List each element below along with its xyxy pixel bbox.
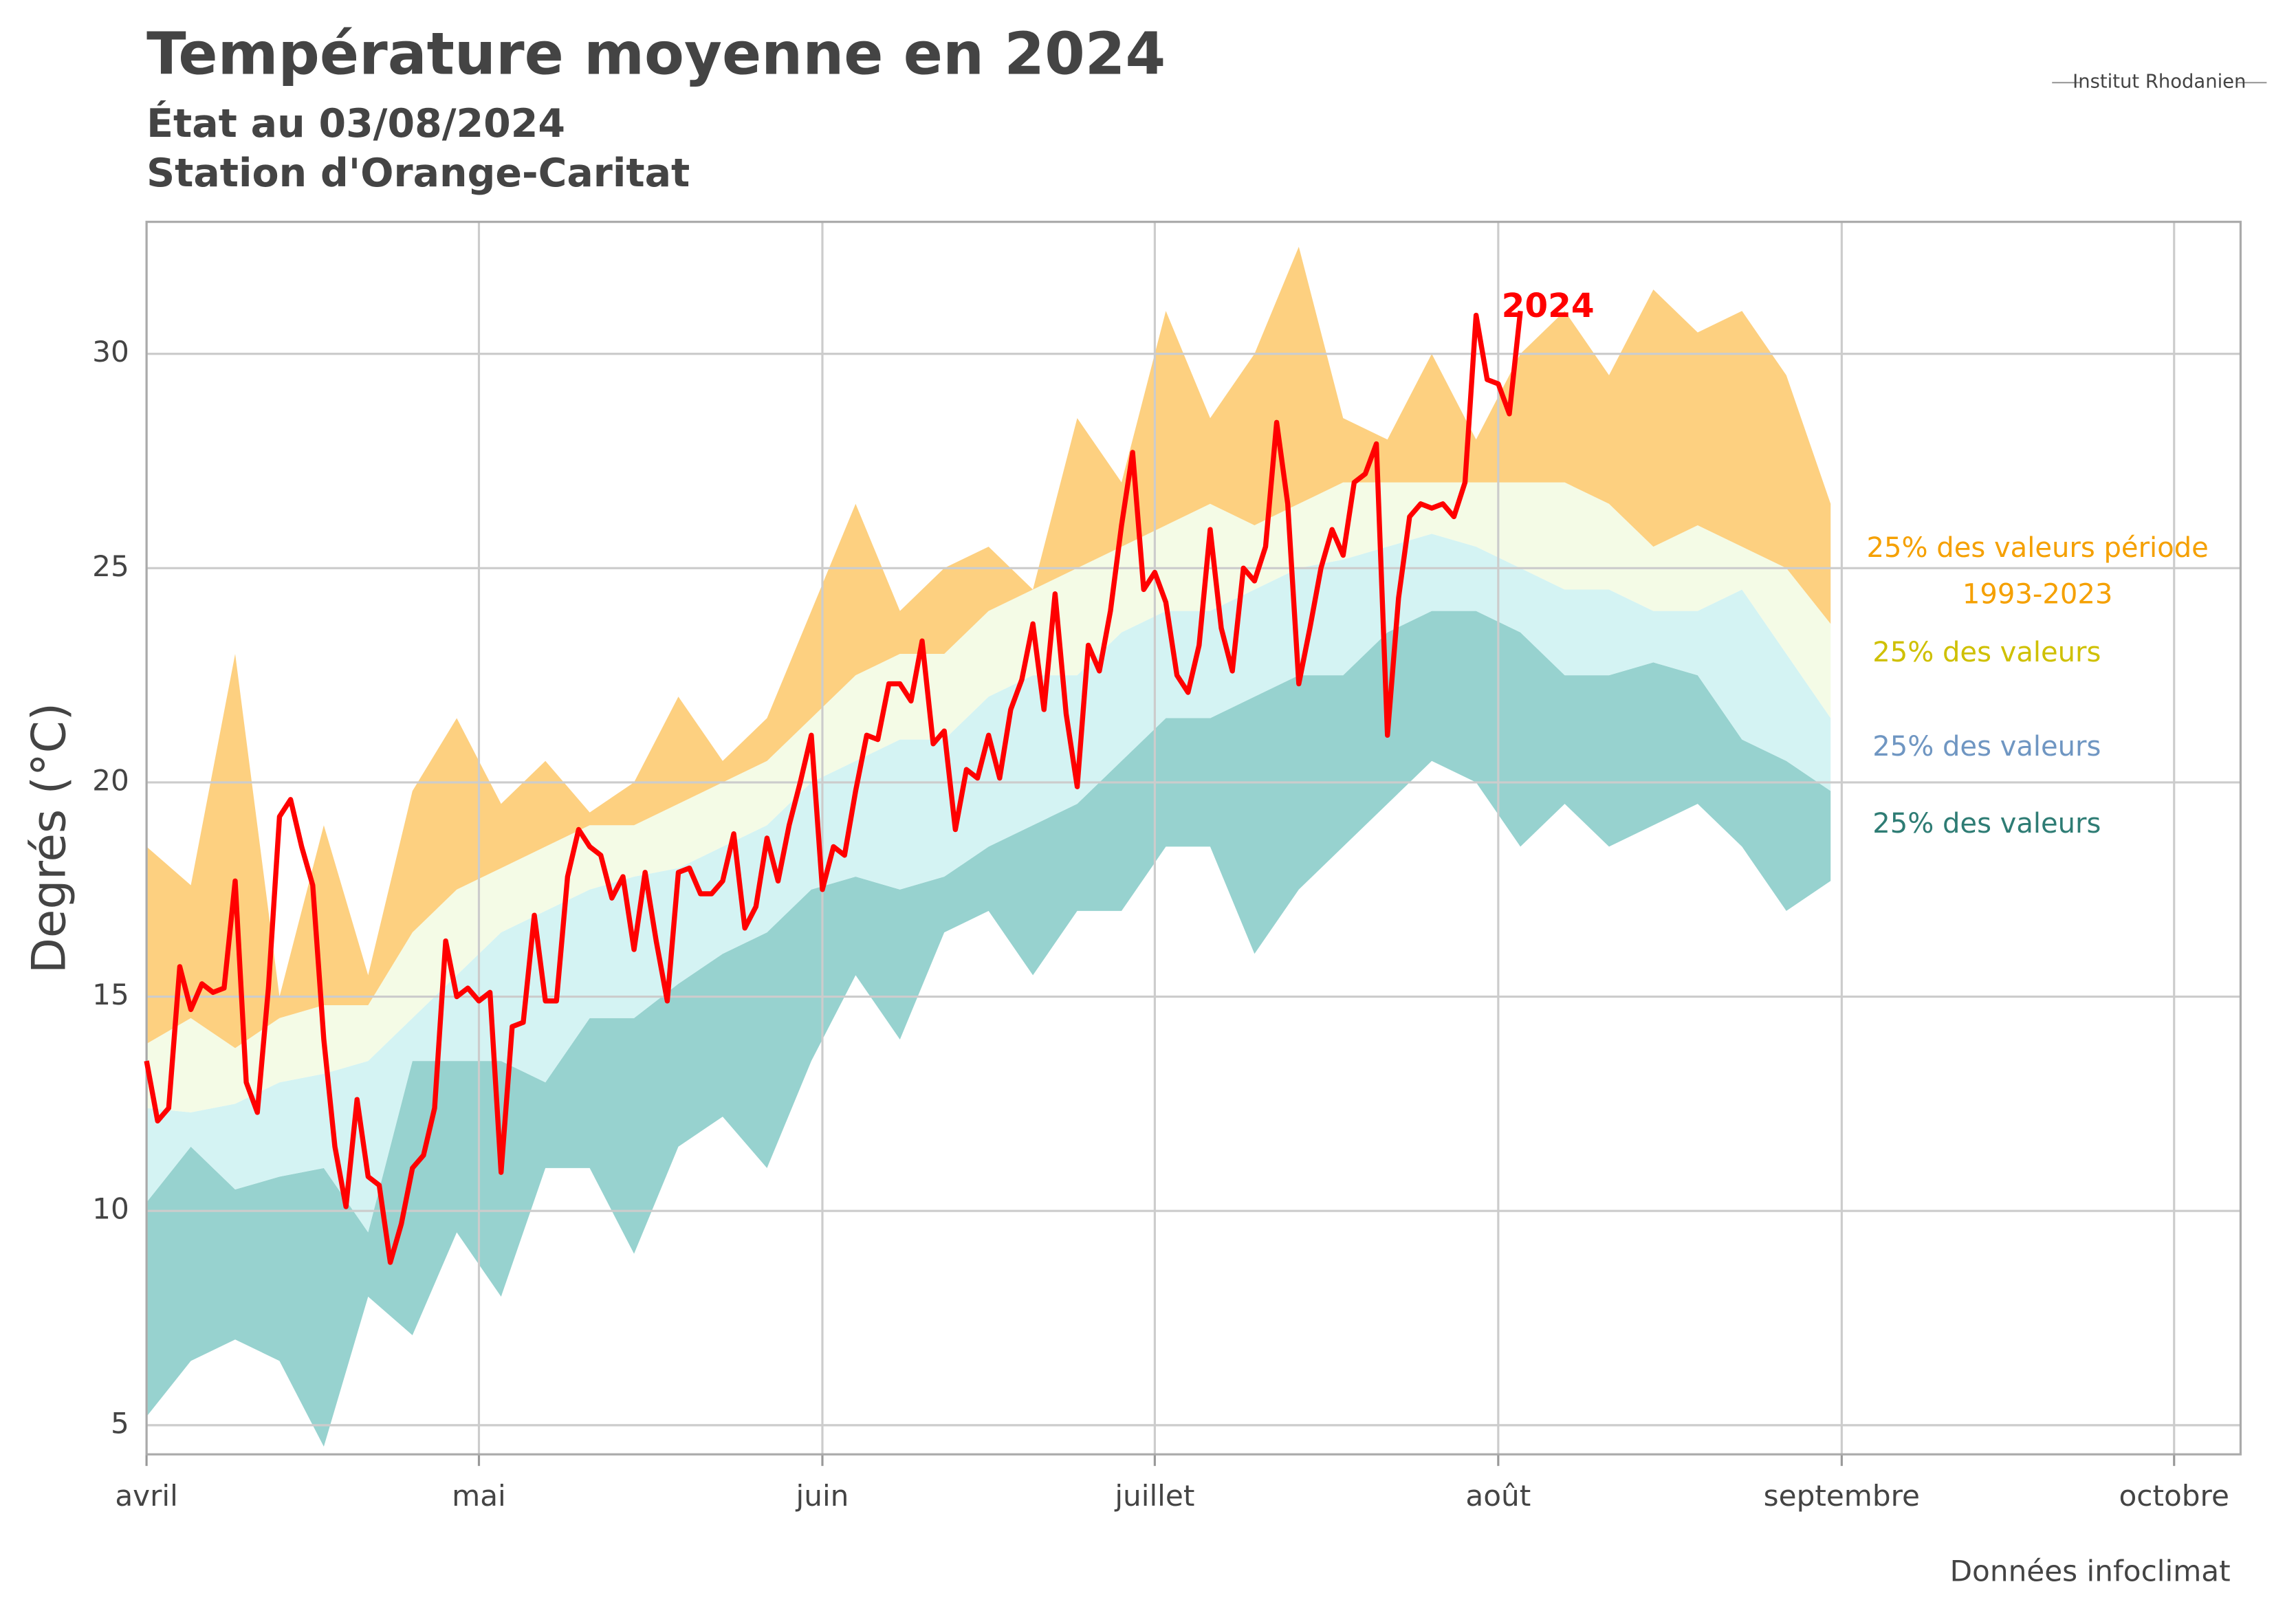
x-tick-label: juin	[796, 1479, 849, 1513]
source: Données infoclimat	[1950, 1555, 2231, 1588]
band-area	[146, 611, 1831, 1447]
x-tick-label: juillet	[1114, 1479, 1194, 1513]
y-tick-label: 25	[92, 549, 129, 583]
band-area	[146, 482, 1831, 1112]
subtitle: Station d'Orange-Caritat	[146, 151, 690, 196]
x-tick-label: mai	[452, 1479, 506, 1513]
y-tick-label: 20	[92, 763, 129, 797]
x-tick-label: septembre	[1764, 1479, 1920, 1513]
x-tick-label: avril	[115, 1479, 178, 1513]
y-axis-label: Degrés (°C)	[22, 703, 76, 974]
y-tick-label: 10	[92, 1192, 129, 1226]
band-area	[146, 534, 1831, 1233]
band-label: 25% des valeurs	[1872, 731, 2101, 762]
band-label: 25% des valeurs	[1872, 637, 2101, 668]
band-label: 25% des valeurs période 1993-2023	[1866, 531, 2209, 611]
band-label-box: 25% des valeurs période 1993-2023	[1866, 531, 2209, 611]
plot-frame	[145, 221, 2242, 1456]
logo: Institut Rhodanien	[2073, 72, 2246, 93]
series-label: 2024	[1502, 287, 1595, 325]
band-label: 25% des valeurs	[1872, 808, 2101, 840]
band-area	[146, 246, 1831, 1049]
subtitle: État au 03/08/2024	[146, 100, 565, 146]
chart-title: Température moyenne en 2024	[146, 20, 1166, 87]
y-tick-label: 30	[92, 335, 129, 369]
x-tick-label: octobre	[2119, 1479, 2229, 1513]
x-tick-label: août	[1465, 1479, 1531, 1513]
y-tick-label: 5	[111, 1406, 129, 1440]
series-line	[144, 310, 1523, 1265]
y-tick-label: 15	[92, 978, 129, 1011]
